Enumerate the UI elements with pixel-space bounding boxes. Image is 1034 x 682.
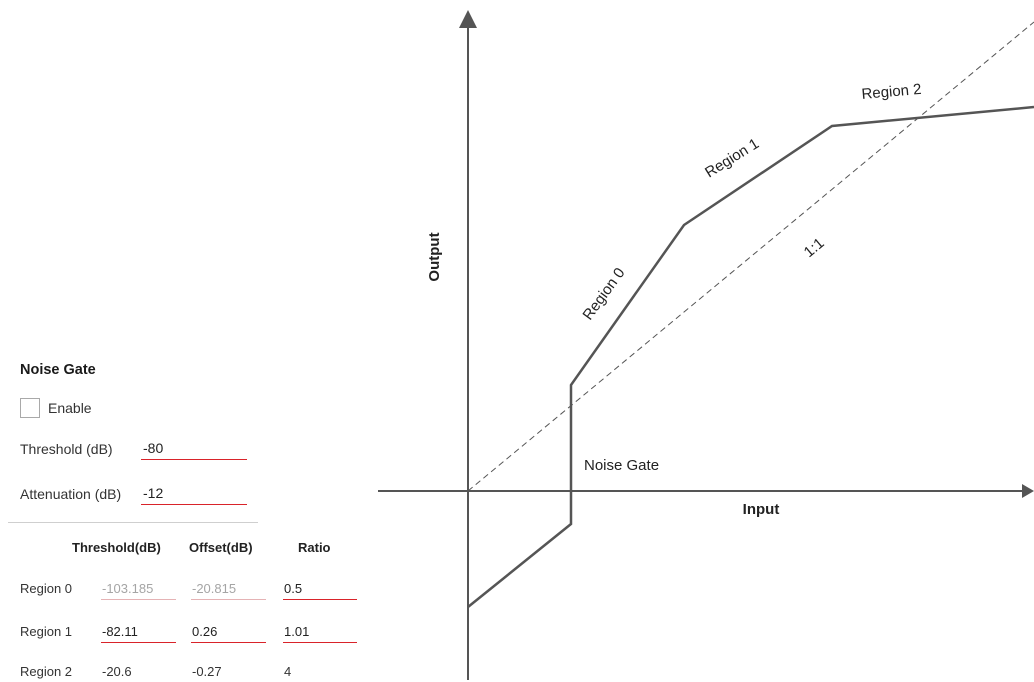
- x-axis-label: Input: [743, 501, 780, 518]
- region-1-annotation: Region 1: [702, 135, 762, 181]
- transfer-curve: [467, 105, 1034, 608]
- row-label-region-1: Region 1: [20, 624, 73, 639]
- attenuation-label: Attenuation (dB): [20, 486, 122, 502]
- noise-gate-annotation: Noise Gate: [584, 457, 659, 474]
- region-0-ratio[interactable]: 0.5: [283, 581, 357, 600]
- threshold-input[interactable]: [141, 440, 247, 460]
- region-0-threshold: -103.185: [101, 581, 176, 600]
- region-1-threshold[interactable]: -82.11: [101, 624, 176, 643]
- threshold-label: Threshold (dB): [20, 441, 113, 457]
- divider: [8, 522, 258, 523]
- region-1-ratio[interactable]: 1.01: [283, 624, 357, 643]
- attenuation-row: Attenuation (dB): [20, 486, 121, 502]
- y-axis-arrow: [459, 10, 477, 28]
- region-2-annotation: Region 2: [861, 81, 922, 103]
- region-2-ratio: 4: [284, 664, 292, 679]
- row-label-region-2: Region 2: [20, 664, 73, 679]
- threshold-row: Threshold (dB): [20, 441, 113, 457]
- attenuation-input[interactable]: [141, 485, 247, 505]
- header-threshold: Threshold(dB): [72, 540, 161, 555]
- enable-label: Enable: [48, 400, 92, 416]
- region-1-offset[interactable]: 0.26: [191, 624, 266, 643]
- enable-row: Enable: [20, 398, 92, 418]
- header-offset: Offset(dB): [189, 540, 253, 555]
- region-2-offset: -0.27: [192, 664, 222, 679]
- row-label-region-0: Region 0: [20, 581, 73, 596]
- identity-line: [467, 21, 1034, 492]
- header-ratio: Ratio: [298, 540, 331, 555]
- region-0-offset: -20.815: [191, 581, 266, 600]
- region-2-threshold: -20.6: [102, 664, 132, 679]
- x-axis-arrow: [1022, 484, 1034, 498]
- section-title: Noise Gate: [20, 362, 96, 378]
- noise-gate-panel: Noise Gate Enable Threshold (dB) Attenua…: [0, 0, 370, 680]
- y-axis-label: Output: [426, 232, 443, 281]
- identity-annotation: 1:1: [801, 235, 828, 261]
- enable-checkbox[interactable]: [20, 398, 40, 418]
